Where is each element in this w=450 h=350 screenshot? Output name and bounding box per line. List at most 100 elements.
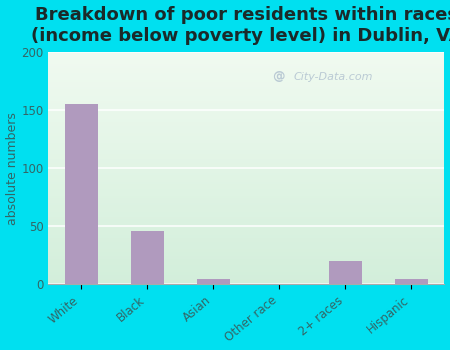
Bar: [49, 152, 445, 154]
Bar: [49, 222, 445, 224]
Bar: [49, 92, 445, 94]
Bar: [49, 194, 445, 196]
Bar: [49, 266, 445, 268]
Bar: [49, 87, 445, 89]
Bar: [49, 261, 445, 263]
Bar: [49, 68, 445, 71]
Bar: [131, 231, 164, 284]
Bar: [49, 170, 445, 173]
Bar: [49, 161, 445, 163]
Bar: [49, 145, 445, 147]
Bar: [49, 105, 445, 108]
Bar: [49, 205, 445, 208]
Bar: [197, 279, 230, 284]
Bar: [49, 182, 445, 184]
Bar: [49, 245, 445, 247]
Bar: [49, 242, 445, 245]
Bar: [49, 149, 445, 152]
Bar: [49, 136, 445, 138]
Bar: [49, 66, 445, 68]
Bar: [49, 268, 445, 270]
Bar: [49, 159, 445, 161]
Text: @: @: [272, 70, 285, 83]
Bar: [65, 104, 98, 284]
Bar: [49, 115, 445, 117]
Bar: [49, 247, 445, 249]
Bar: [49, 82, 445, 85]
Bar: [49, 71, 445, 73]
Bar: [49, 210, 445, 212]
Bar: [49, 163, 445, 166]
Title: Breakdown of poor residents within races
(income below poverty level) in Dublin,: Breakdown of poor residents within races…: [31, 6, 450, 45]
Bar: [49, 198, 445, 201]
Bar: [49, 59, 445, 62]
Bar: [49, 259, 445, 261]
Bar: [49, 110, 445, 112]
Bar: [49, 117, 445, 119]
Bar: [49, 80, 445, 82]
Bar: [49, 119, 445, 122]
Bar: [49, 140, 445, 142]
Bar: [49, 233, 445, 235]
Bar: [49, 229, 445, 231]
Bar: [49, 282, 445, 284]
Bar: [49, 85, 445, 87]
Bar: [49, 208, 445, 210]
Bar: [49, 142, 445, 145]
Bar: [329, 261, 362, 284]
Bar: [49, 279, 445, 282]
Bar: [49, 231, 445, 233]
Bar: [49, 64, 445, 66]
Bar: [395, 279, 428, 284]
Bar: [49, 52, 445, 55]
Bar: [49, 126, 445, 129]
Bar: [49, 224, 445, 226]
Bar: [49, 73, 445, 75]
Bar: [49, 189, 445, 191]
Bar: [49, 94, 445, 96]
Bar: [65, 104, 98, 284]
Bar: [49, 180, 445, 182]
Bar: [49, 191, 445, 194]
Bar: [49, 55, 445, 57]
Bar: [49, 156, 445, 159]
Bar: [49, 103, 445, 105]
Bar: [49, 101, 445, 103]
Bar: [49, 131, 445, 133]
Bar: [49, 196, 445, 198]
Bar: [49, 62, 445, 64]
Bar: [197, 279, 230, 284]
Bar: [49, 249, 445, 252]
Bar: [49, 154, 445, 156]
Bar: [49, 124, 445, 126]
Bar: [49, 177, 445, 180]
Bar: [49, 75, 445, 78]
Bar: [49, 99, 445, 101]
Bar: [49, 219, 445, 222]
Bar: [49, 96, 445, 99]
Bar: [49, 252, 445, 254]
Bar: [49, 138, 445, 140]
Bar: [49, 270, 445, 272]
Bar: [49, 217, 445, 219]
Bar: [49, 203, 445, 205]
Bar: [49, 226, 445, 229]
Bar: [49, 187, 445, 189]
Bar: [395, 279, 428, 284]
Bar: [49, 108, 445, 110]
Bar: [49, 112, 445, 115]
Bar: [49, 215, 445, 217]
Bar: [49, 201, 445, 203]
Bar: [49, 263, 445, 266]
Bar: [49, 256, 445, 259]
Bar: [49, 254, 445, 256]
Bar: [49, 173, 445, 175]
Bar: [49, 240, 445, 242]
Bar: [131, 231, 164, 284]
Bar: [49, 184, 445, 187]
Bar: [49, 168, 445, 170]
Bar: [49, 147, 445, 149]
Bar: [49, 57, 445, 59]
Bar: [49, 272, 445, 275]
Bar: [49, 78, 445, 80]
